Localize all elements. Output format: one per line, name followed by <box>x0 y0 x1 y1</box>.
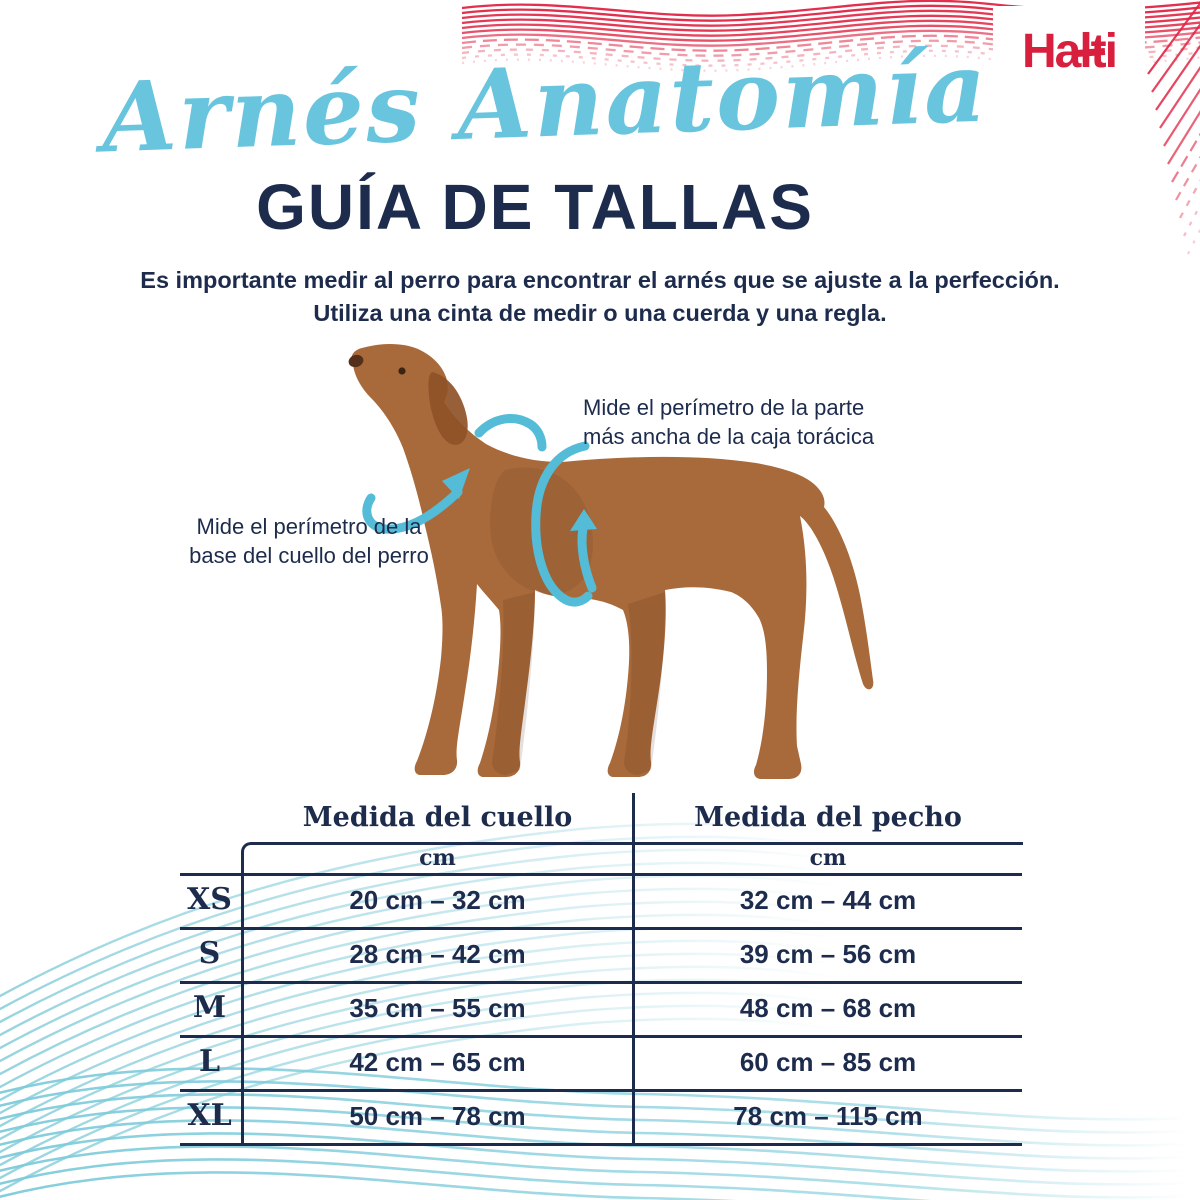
dog-nose <box>348 354 364 368</box>
chest-range: 78 cm – 115 cm <box>733 1101 923 1131</box>
neck-measure-arc-top <box>474 414 547 452</box>
measure-arrows <box>362 414 597 607</box>
chest-range: 48 cm – 68 cm <box>739 993 917 1023</box>
table-line-3 <box>180 981 1022 984</box>
chest-range: 39 cm – 56 cm <box>739 939 917 969</box>
size-label: XS <box>187 882 232 917</box>
chest-range: 32 cm – 44 cm <box>739 885 917 915</box>
halti-logo-part2: lt <box>1076 28 1107 76</box>
table-header-chest: Medida del pecho <box>694 802 962 833</box>
intro-text: Es importante medir al perro para encont… <box>0 264 1200 330</box>
neck-measure-arc <box>362 487 463 534</box>
table-line-5 <box>180 1089 1022 1092</box>
halti-logo-part3: i <box>1104 25 1118 78</box>
dog-far-leg-shade-rear <box>624 592 666 775</box>
table-center-divider <box>632 793 635 1143</box>
table-cm-frame <box>241 842 1023 1146</box>
dog-eye <box>398 367 406 375</box>
neck-range: 35 cm – 55 cm <box>349 993 526 1023</box>
dog-chest-shade <box>490 467 593 595</box>
neck-range: 50 cm – 78 cm <box>349 1101 526 1131</box>
neck-measure-note: Mide el perímetro de la base del cuello … <box>178 512 440 570</box>
neck-note-line-1: Mide el perímetro de la <box>196 514 422 539</box>
table-line-4 <box>180 1035 1022 1038</box>
size-label: XL <box>187 1098 232 1133</box>
neck-range: 20 cm – 32 cm <box>349 885 526 915</box>
neck-range: 42 cm – 65 cm <box>349 1047 526 1077</box>
table-line-6 <box>180 1143 1022 1146</box>
neck-arrowhead <box>442 468 470 499</box>
table-header-neck: Medida del cuello <box>302 802 573 833</box>
dog-far-leg-shade-front <box>492 592 535 775</box>
size-label: L <box>198 1044 221 1079</box>
halti-logo-text: Halti <box>1021 25 1118 78</box>
chest-note-line-1: Mide el perímetro de la parte <box>583 395 865 420</box>
size-label: M <box>192 990 227 1025</box>
chest-measure-inner <box>577 523 597 593</box>
neck-note-line-2: base del cuello del perro <box>189 543 429 568</box>
size-label: S <box>198 936 221 971</box>
intro-line-2: Utiliza una cinta de medir o una cuerda … <box>313 300 887 326</box>
chest-range: 60 cm – 85 cm <box>739 1047 917 1077</box>
intro-line-1: Es importante medir al perro para encont… <box>140 267 1060 293</box>
chest-measure-arc <box>531 441 593 607</box>
table-unit-chest: cm <box>809 845 847 871</box>
halti-logo-part1: Ha <box>1021 25 1081 78</box>
neck-range: 28 cm – 42 cm <box>349 939 526 969</box>
table-unit-neck: cm <box>419 845 456 871</box>
chest-note-line-2: más ancha de la caja torácica <box>583 424 875 449</box>
chest-arrowhead <box>570 509 597 531</box>
halti-logo: Halti <box>993 6 1145 98</box>
chest-measure-note: Mide el perímetro de la parte más ancha … <box>583 393 874 451</box>
table-line-2 <box>180 927 1022 930</box>
table-line-1 <box>180 873 1022 876</box>
page-title: GUÍA DE TALLAS <box>256 171 814 243</box>
dog-body <box>351 343 874 779</box>
dog-ear <box>428 372 468 445</box>
